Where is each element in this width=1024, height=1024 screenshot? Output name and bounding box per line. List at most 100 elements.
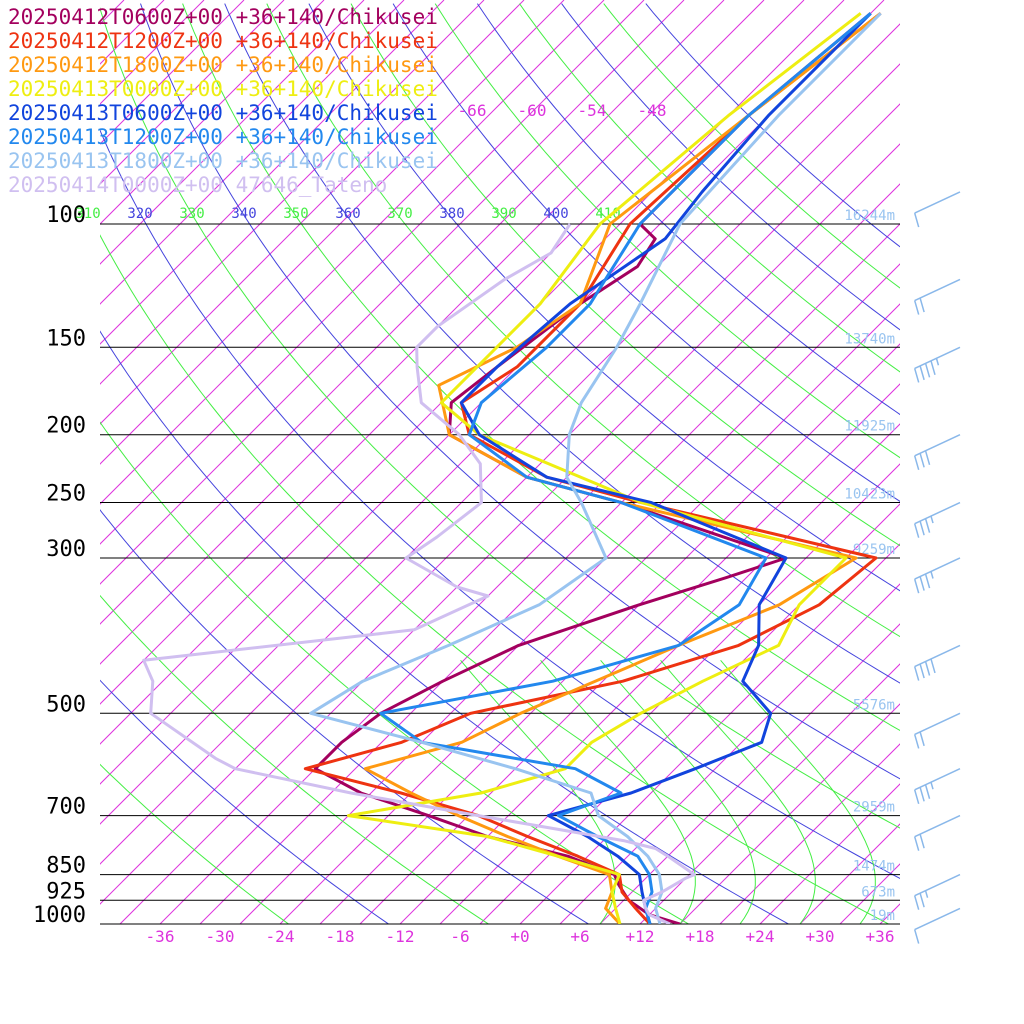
isotherm-line [1000,0,1024,924]
isotherm-line [100,0,725,625]
isobar-grid: 100 16244m 150 13740m 200 11925m 250 10423m 300 9… [33,203,900,928]
dry-adiabat-line [476,3,900,416]
isotherm-line [100,0,565,465]
dry-adiabat-line [266,3,900,638]
isotherm-line [439,463,900,924]
height-label: 16244m [844,208,895,224]
height-label: 5576m [853,697,895,713]
wind-barb-staff [914,644,961,668]
height-label: 10423m [844,487,895,503]
isotherm-line [100,23,900,825]
theta-label: 320 [127,206,152,222]
isotherm-line [100,0,405,305]
isotherm-line [559,583,900,924]
temperature-profile-line [142,223,696,924]
temperature-profile-line [363,12,882,924]
moist-adiabat-line [660,659,816,924]
legend-entry: 20250412T0600Z+00 +36+140/Chikusei [8,5,438,29]
isotherm-line [100,0,645,545]
upper-temperature-label: -48 [638,101,667,120]
dry-adiabat-line [182,3,900,732]
isotherm-line [100,0,285,185]
wind-barb-staff [914,907,961,931]
dry-adiabat-line [645,3,900,248]
wind-barb-feather [924,573,931,589]
temperature-profile-line [379,12,872,924]
dry-adiabat-line [308,3,900,592]
isotherm-line [879,903,900,924]
isotherm-line [0,0,4,924]
wind-barb-feather [919,365,925,381]
temperature-tick-label: +12 [626,927,655,946]
dry-adiabat-line [434,3,900,459]
temperature-tick-label: +0 [510,927,529,946]
upper-temperature-label: -54 [578,101,607,120]
legend: 20250412T0600Z+00 +36+140/Chikusei 202504… [8,5,438,197]
pressure-label: 500 [46,692,86,717]
wind-barb-feather [913,523,920,538]
wind-barb-feather [913,455,920,471]
dry-adiabat-line [100,7,900,829]
legend-entry: 20250413T1200Z+00 +36+140/Chikusei [8,125,438,149]
wind-barb-feather [935,358,940,366]
isotherm-line [639,663,900,924]
pressure-label: 150 [46,326,86,351]
isotherm-line [100,0,525,425]
legend-entry: 20250413T0000Z+00 +36+140/Chikusei [8,77,438,101]
wind-barb-feather [919,453,925,468]
moist-adiabat-line [540,659,696,924]
wind-barb-feather [913,789,920,805]
pressure-label: 1000 [33,903,86,928]
theta-label: 390 [491,206,516,222]
legend-entry: 20250413T1800Z+00 +36+140/Chikusei [8,149,438,173]
isotherm-line [399,423,900,924]
dry-adiabat-line [350,3,900,547]
temperature-tick-label: -30 [206,927,235,946]
temperature-tick-label: +36 [866,927,895,946]
temperature-profile-line [309,12,882,924]
dry-adiabat-line [140,3,900,780]
isotherm-line [100,0,445,345]
isotherm-line [100,0,485,385]
dry-adiabat-line [100,234,890,924]
pressure-label: 200 [46,414,86,439]
dry-adiabat-line [100,763,290,924]
wind-barb-staff [914,814,961,838]
dry-adiabat-line [561,3,900,331]
wind-barb-feather [919,663,925,679]
legend-entry: 20250412T1800Z+00 +36+140/Chikusei [8,53,438,77]
dry-adiabat-line [100,594,490,924]
wind-barb-staff [914,557,961,580]
wind-barb-feather [919,731,925,747]
theta-label: 370 [387,206,412,222]
temperature-profile-line [303,12,882,924]
temperature-profile-line [346,12,862,924]
dry-adiabat-line [100,421,690,924]
temperature-tick-label: -24 [266,927,295,946]
wind-barb-feather [913,836,920,851]
wind-barb-feather [924,784,931,799]
pressure-label: 250 [46,482,86,507]
pressure-label: 300 [46,537,86,562]
wind-barb-feather [913,734,920,749]
wind-barb-feather [913,895,920,910]
wind-barb-feather [919,892,925,908]
wind-barbs [913,191,961,944]
wind-barb-staff [914,712,961,736]
isotherm-line [100,0,325,225]
wind-barb-feather [919,787,925,802]
isotherm-line [100,0,685,585]
wind-barb-feather [930,658,936,674]
isotherm-line [519,543,900,924]
wind-barb-feather [919,520,925,536]
wind-barb-staff [914,346,961,370]
isotherm-line [920,0,1024,924]
pressure-label: 925 [46,879,86,904]
isotherm-line [359,383,900,924]
dry-adiabat-line [603,3,900,289]
isotherm-line [100,0,365,265]
wind-barb-staff [914,278,961,302]
wind-barb-feather [919,297,925,313]
isotherm-line [719,743,900,924]
